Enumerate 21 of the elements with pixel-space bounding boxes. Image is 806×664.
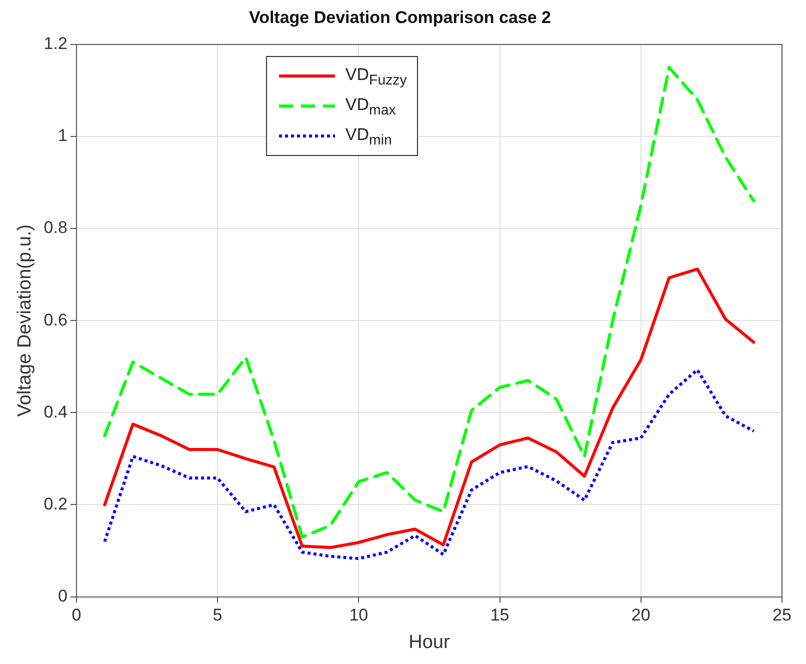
x-tick-label: 10 [349,606,368,625]
y-tick-label: 0 [58,586,68,606]
x-tick-label: 20 [631,606,650,625]
legend-label: VD$_{min}$ [345,124,392,148]
y-tick-label: 1 [58,126,68,146]
line-series [103,66,756,538]
y-tick-label: 0.6 [44,310,68,330]
y-tick-label: 1.2 [44,34,68,54]
x-axis-title: Hour [408,632,450,653]
x-tick-label: 15 [490,606,510,625]
x-tick-label: 25 [772,606,792,625]
line-series [103,368,756,560]
y-tick-label: 0.2 [44,494,68,514]
x-tick-label: 0 [72,606,82,625]
chart-title: Voltage Deviation Comparison case 2 [249,8,551,27]
y-tick-label: 0.8 [44,218,68,238]
legend-label: VD$_{max}$ [345,94,396,118]
x-tick-label: 5 [212,606,222,625]
legend-label: VD$_{Fuzzy}$ [345,64,407,88]
y-axis-title: Voltage Deviation(p.u.) [14,224,36,417]
y-tick-label: 0.4 [44,402,68,422]
